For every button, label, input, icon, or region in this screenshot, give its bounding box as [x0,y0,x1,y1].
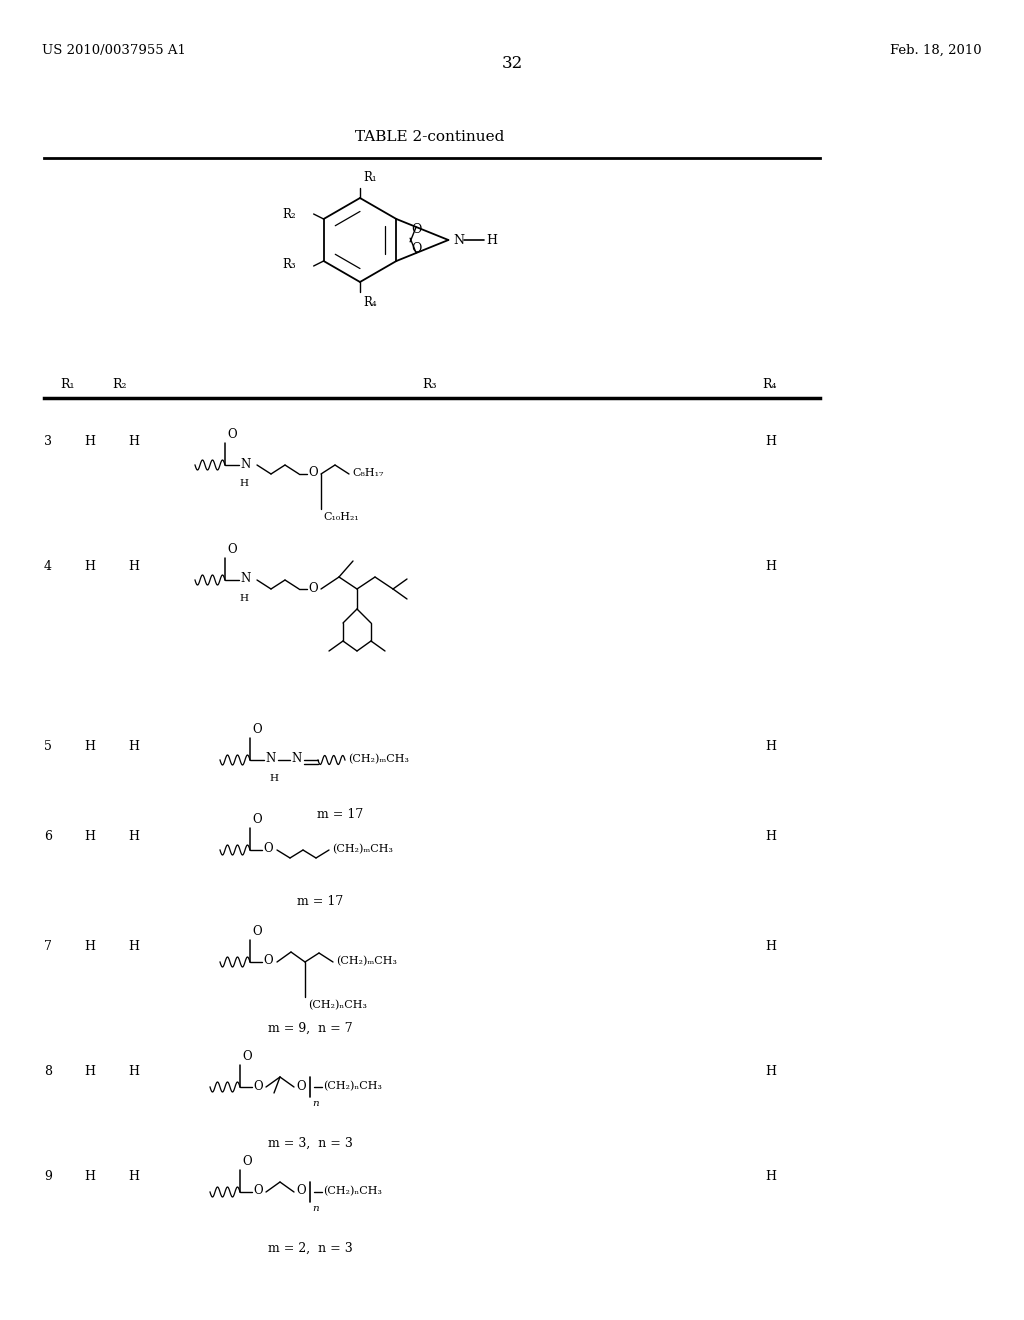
Text: O: O [412,223,422,236]
Text: H: H [240,594,249,603]
Text: H: H [765,560,776,573]
Text: H: H [128,940,139,953]
Text: H: H [84,940,95,953]
Text: H: H [84,741,95,752]
Text: H: H [269,774,279,783]
Text: O: O [296,1184,305,1197]
Text: (CH₂)ₘCH₃: (CH₂)ₘCH₃ [348,754,409,764]
Text: H: H [84,436,95,447]
Text: H: H [84,560,95,573]
Text: O: O [412,242,422,255]
Text: 4: 4 [44,560,52,573]
Text: C₈H₁₇: C₈H₁₇ [352,469,384,478]
Text: m = 9,  n = 7: m = 9, n = 7 [267,1022,352,1035]
Text: O: O [308,582,317,594]
Text: (CH₂)ₙCH₃: (CH₂)ₙCH₃ [323,1185,382,1196]
Text: R₃: R₃ [282,259,296,272]
Text: R₂: R₂ [113,378,127,391]
Text: O: O [252,813,261,826]
Text: N: N [240,458,250,470]
Text: (CH₂)ₙCH₃: (CH₂)ₙCH₃ [323,1081,382,1092]
Text: O: O [296,1080,305,1093]
Text: (CH₂)ₘCH₃: (CH₂)ₘCH₃ [336,956,397,966]
Text: n: n [312,1204,318,1213]
Text: R₁: R₁ [60,378,75,391]
Text: R₄: R₄ [362,296,377,309]
Text: O: O [242,1155,252,1168]
Text: O: O [227,428,237,441]
Text: H: H [765,1065,776,1078]
Text: H: H [84,1065,95,1078]
Text: O: O [252,925,261,939]
Text: R₃: R₃ [423,378,437,391]
Text: H: H [128,560,139,573]
Text: R₄: R₄ [763,378,777,391]
Text: H: H [84,1170,95,1183]
Text: O: O [242,1049,252,1063]
Text: O: O [263,954,272,968]
Text: N: N [454,234,464,247]
Text: m = 17: m = 17 [297,895,343,908]
Text: m = 17: m = 17 [316,808,364,821]
Text: n: n [312,1100,318,1107]
Text: 9: 9 [44,1170,52,1183]
Text: Feb. 18, 2010: Feb. 18, 2010 [891,44,982,57]
Text: H: H [128,830,139,843]
Text: C₁₀H₂₁: C₁₀H₂₁ [323,512,358,521]
Text: R₁: R₁ [362,172,377,183]
Text: N: N [291,752,301,766]
Text: 8: 8 [44,1065,52,1078]
Text: O: O [253,1184,262,1197]
Text: H: H [128,741,139,752]
Text: H: H [128,436,139,447]
Text: H: H [765,830,776,843]
Text: O: O [227,543,237,556]
Text: 7: 7 [44,940,52,953]
Text: H: H [765,741,776,752]
Text: N: N [265,752,275,766]
Text: O: O [253,1080,262,1093]
Text: 32: 32 [502,55,522,73]
Text: 5: 5 [44,741,52,752]
Text: (CH₂)ₘCH₃: (CH₂)ₘCH₃ [332,843,393,854]
Text: H: H [240,479,249,488]
Text: m = 3,  n = 3: m = 3, n = 3 [267,1137,352,1150]
Text: (CH₂)ₙCH₃: (CH₂)ₙCH₃ [308,1001,367,1010]
Text: N: N [240,573,250,586]
Text: H: H [765,436,776,447]
Text: H: H [486,234,498,247]
Text: H: H [84,830,95,843]
Text: H: H [765,940,776,953]
Text: R₂: R₂ [282,209,296,222]
Text: O: O [263,842,272,855]
Text: H: H [128,1170,139,1183]
Text: US 2010/0037955 A1: US 2010/0037955 A1 [42,44,186,57]
Text: H: H [765,1170,776,1183]
Text: O: O [252,723,261,737]
Text: m = 2,  n = 3: m = 2, n = 3 [267,1242,352,1255]
Text: TABLE 2-continued: TABLE 2-continued [355,129,505,144]
Text: 3: 3 [44,436,52,447]
Text: H: H [128,1065,139,1078]
Text: 6: 6 [44,830,52,843]
Text: O: O [308,466,317,479]
